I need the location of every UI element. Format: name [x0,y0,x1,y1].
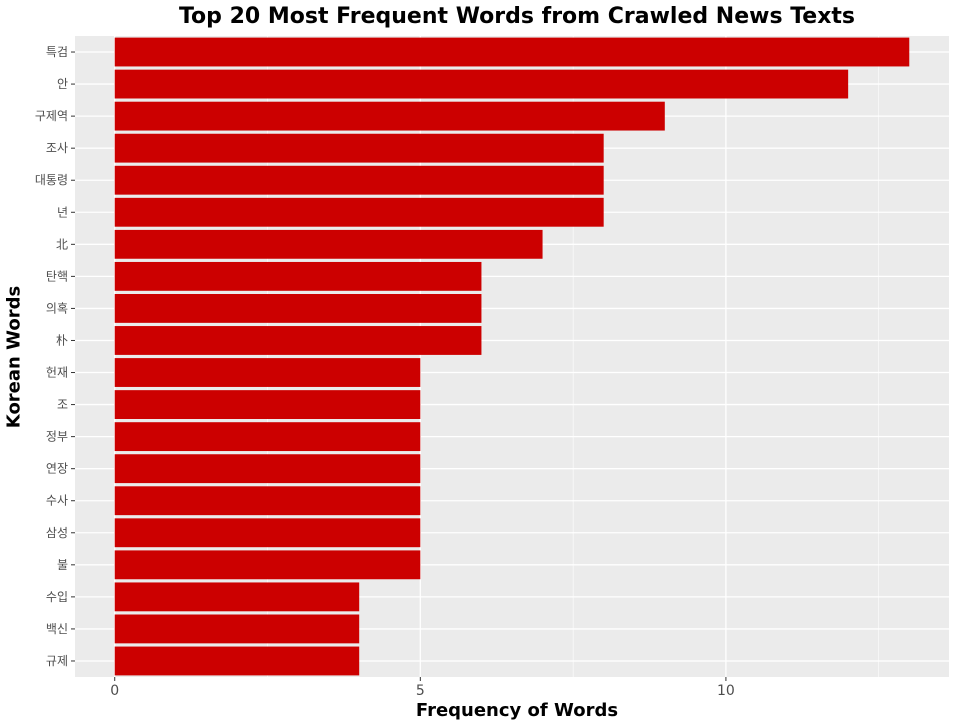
bar [114,101,665,131]
y-tick-label: 대통령 [35,173,68,187]
bar [114,454,421,484]
y-tick-label: 탄핵 [46,269,68,283]
y-tick-label: 특검 [46,45,68,59]
bar [114,165,604,195]
bar [114,582,360,612]
y-tick-label: 北 [56,237,68,251]
bar [114,261,482,291]
y-tick-label: 수사 [46,494,68,508]
y-tick-label: 년 [57,205,68,219]
bar [114,326,482,355]
y-tick-label: 규제 [46,654,68,668]
plot-panel [75,36,949,677]
x-tick-label: 0 [110,683,119,699]
bar [114,550,421,580]
bar [114,294,482,323]
y-tick-label: 백신 [46,622,68,636]
bar [114,133,604,163]
x-tick-label: 10 [717,683,735,699]
bar [114,358,421,387]
bar [114,69,849,99]
y-tick-label: 구제역 [35,109,68,123]
bar [114,646,360,676]
bar [114,422,421,452]
y-tick-label: 조사 [46,141,68,155]
chart-title: Top 20 Most Frequent Words from Crawled … [178,4,856,29]
y-tick-label: 의혹 [46,301,68,315]
y-tick-label: 정부 [46,430,68,444]
y-tick-label: 朴 [56,332,68,347]
bar [114,486,421,516]
bar [114,518,421,548]
y-tick-label: 수입 [46,590,68,604]
bar [114,229,543,259]
bar [114,197,604,227]
y-tick-label: 조 [57,398,68,412]
y-tick-label: 불 [57,558,68,572]
x-tick-label: 5 [416,683,425,699]
y-tick-label: 삼성 [46,526,68,540]
bar [114,614,360,644]
x-axis-title: Frequency of Words [415,700,619,721]
y-tick-label: 안 [57,77,68,91]
bar [114,390,421,419]
y-tick-label: 헌재 [46,366,68,380]
y-tick-label: 연장 [46,462,68,476]
bar [114,37,910,67]
